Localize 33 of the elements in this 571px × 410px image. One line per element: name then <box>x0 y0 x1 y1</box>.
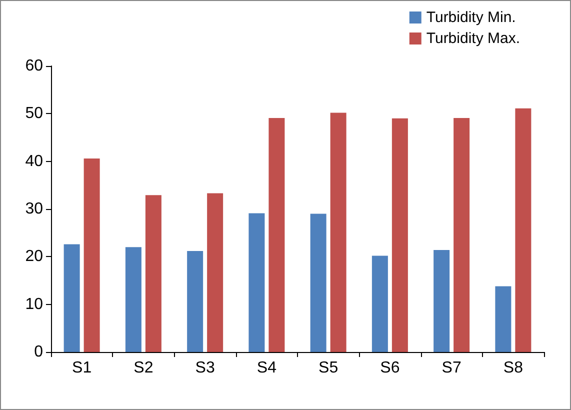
bar <box>454 118 470 352</box>
bar <box>248 213 265 352</box>
bar <box>515 108 532 352</box>
bar <box>310 214 326 352</box>
y-tick-label: 60 <box>25 58 44 74</box>
y-tick-label: 20 <box>25 248 44 266</box>
x-tick-label: S1 <box>72 360 92 376</box>
bar <box>64 244 80 352</box>
x-tick-label: S5 <box>318 360 338 376</box>
y-tick-label: 50 <box>25 105 44 122</box>
y-tick-label: 30 <box>25 200 44 218</box>
y-tick-label: 40 <box>25 152 44 170</box>
x-tick-label: S7 <box>442 360 462 376</box>
x-tick-label: S8 <box>503 360 524 376</box>
bar <box>125 247 142 352</box>
bar <box>145 195 162 352</box>
bar <box>268 118 285 352</box>
legend-label: Turbidity Min. <box>426 9 516 26</box>
bar <box>330 112 346 352</box>
x-tick-label: S2 <box>134 360 154 376</box>
x-tick-label: S4 <box>256 360 277 376</box>
bar <box>434 250 450 352</box>
bar <box>84 158 100 352</box>
bar <box>392 118 408 352</box>
x-tick-label: S6 <box>380 360 400 376</box>
legend-label: Turbidity Max. <box>426 30 520 47</box>
x-tick-label: S3 <box>195 360 215 376</box>
y-tick-label: 0 <box>34 344 44 360</box>
bar <box>207 193 224 352</box>
bar <box>495 286 512 352</box>
bar <box>372 256 388 352</box>
y-tick-label: 10 <box>25 296 44 313</box>
bar <box>187 250 204 352</box>
